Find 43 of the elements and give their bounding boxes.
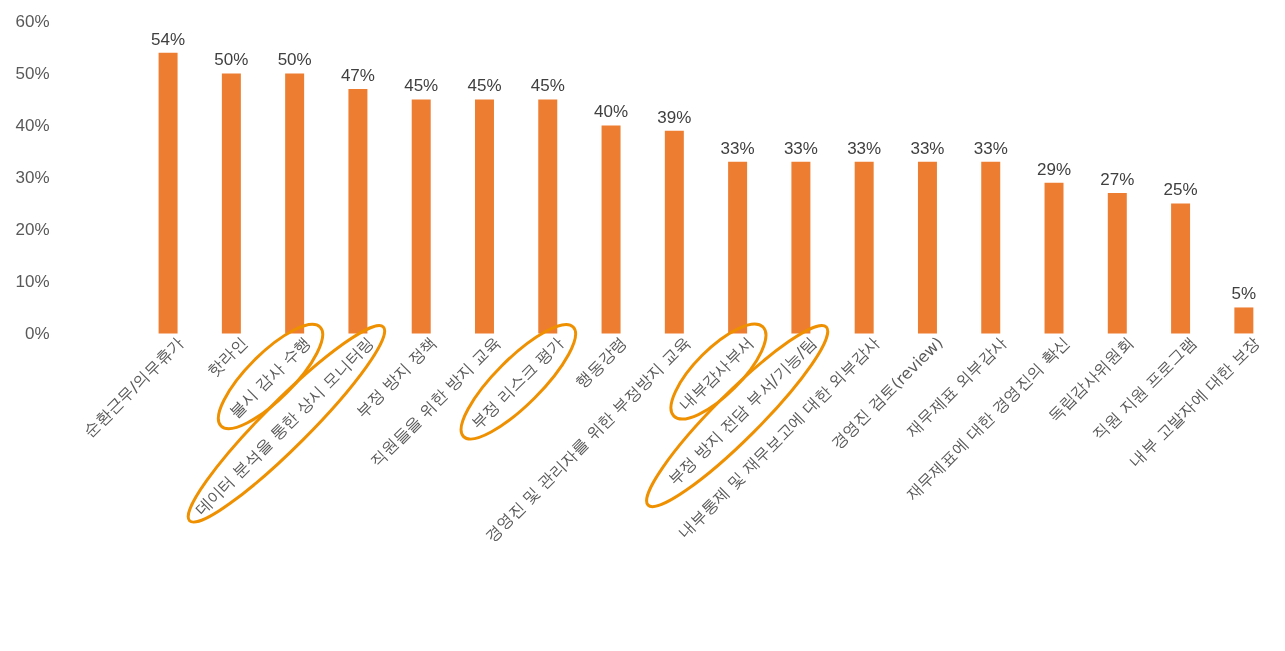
bar bbox=[791, 161, 811, 334]
data-label: 40% bbox=[594, 102, 629, 122]
data-label: 47% bbox=[340, 66, 375, 86]
data-label: 50% bbox=[277, 50, 312, 70]
data-label: 5% bbox=[1231, 284, 1257, 304]
bar bbox=[474, 99, 494, 334]
data-label: 45% bbox=[467, 76, 502, 96]
y-tick-label: 40% bbox=[15, 115, 50, 135]
data-label: 54% bbox=[151, 29, 186, 49]
data-label: 45% bbox=[404, 76, 439, 96]
data-label: 33% bbox=[783, 138, 818, 158]
y-tick-label: 0% bbox=[24, 323, 50, 343]
bar bbox=[1107, 193, 1127, 334]
y-tick-label: 20% bbox=[15, 219, 50, 239]
bar bbox=[1044, 182, 1064, 334]
y-tick-label: 30% bbox=[15, 167, 50, 187]
data-label: 25% bbox=[1163, 180, 1198, 200]
bar bbox=[981, 161, 1001, 334]
bar bbox=[601, 125, 621, 334]
bar bbox=[348, 89, 368, 334]
data-label: 33% bbox=[847, 138, 882, 158]
data-label: 33% bbox=[973, 138, 1008, 158]
data-label: 29% bbox=[1037, 159, 1072, 179]
bar bbox=[728, 161, 748, 334]
bar bbox=[285, 73, 305, 334]
data-label: 50% bbox=[214, 50, 249, 70]
bar bbox=[158, 52, 178, 334]
bar bbox=[1234, 307, 1254, 334]
data-label: 33% bbox=[720, 138, 755, 158]
bar bbox=[917, 161, 937, 334]
bar bbox=[538, 99, 558, 334]
data-label: 27% bbox=[1100, 170, 1135, 190]
data-label: 45% bbox=[530, 76, 565, 96]
bar bbox=[1171, 203, 1191, 334]
bar bbox=[664, 130, 684, 334]
bar bbox=[411, 99, 431, 334]
y-tick-label: 50% bbox=[15, 63, 50, 83]
y-tick-label: 60% bbox=[15, 11, 50, 31]
data-label: 33% bbox=[910, 138, 945, 158]
bar bbox=[221, 73, 241, 334]
bar bbox=[854, 161, 874, 334]
y-tick-label: 10% bbox=[15, 271, 50, 291]
data-label: 39% bbox=[657, 107, 692, 127]
